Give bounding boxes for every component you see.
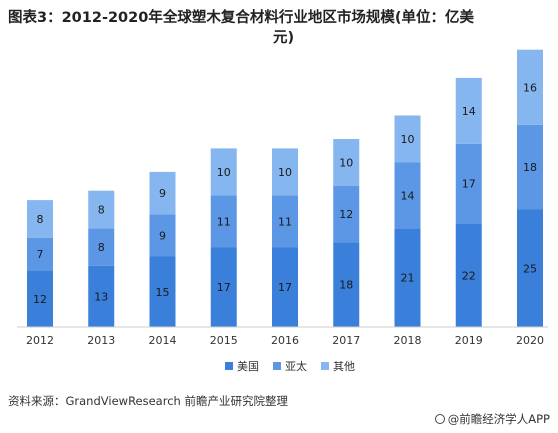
x-tick-label-2018: 2018 <box>394 334 422 347</box>
x-tick-label-2014: 2014 <box>149 334 177 347</box>
data-label-usa-2018: 21 <box>401 272 415 285</box>
data-label-apac-2015: 11 <box>217 215 231 228</box>
data-label-usa-2015: 17 <box>217 281 231 294</box>
brand-watermark: @前瞻经济学人APP <box>434 411 550 427</box>
bar-apac-2013 <box>88 228 115 266</box>
data-label-other-2013: 8 <box>98 204 105 217</box>
data-label-other-2019: 14 <box>462 105 476 118</box>
bar-other-2016 <box>272 148 298 196</box>
data-label-usa-2017: 18 <box>339 279 353 292</box>
bar-apac-2014 <box>149 214 176 257</box>
bar-usa-2015 <box>210 247 237 327</box>
brand-label: @前瞻经济学人APP <box>447 412 550 426</box>
legend-swatch-apac <box>273 362 281 370</box>
bar-other-2013 <box>88 190 115 229</box>
legend-swatch-usa <box>225 362 233 370</box>
data-label-apac-2018: 14 <box>401 189 415 202</box>
bar-usa-2018 <box>394 228 421 327</box>
bar-other-2020 <box>517 49 543 125</box>
legend-item-usa: 美国 <box>225 358 259 374</box>
data-label-other-2018: 10 <box>401 133 415 146</box>
legend-item-apac: 亚太 <box>273 358 307 374</box>
legend-item-other: 其他 <box>321 358 355 374</box>
data-label-other-2017: 10 <box>339 157 353 170</box>
x-tick-label-2016: 2016 <box>271 334 299 347</box>
source-note: 资料来源：GrandViewResearch 前瞻产业研究院整理 <box>8 394 288 408</box>
x-tick-label-2019: 2019 <box>455 334 483 347</box>
bar-apac-2019 <box>455 143 482 224</box>
data-label-apac-2016: 11 <box>278 215 292 228</box>
data-label-other-2020: 16 <box>523 81 537 94</box>
data-label-usa-2013: 13 <box>94 290 108 303</box>
bar-apac-2016 <box>272 195 298 248</box>
data-label-apac-2019: 17 <box>462 178 476 191</box>
data-label-usa-2016: 17 <box>278 281 292 294</box>
bar-usa-2017 <box>333 242 360 327</box>
bar-apac-2020 <box>517 124 543 210</box>
x-tick-label-2017: 2017 <box>332 334 360 347</box>
bar-usa-2020 <box>517 209 543 327</box>
chart-title: 图表3：2012-2020年全球塑木复合材料行业地区市场规模(单位：亿美 元) <box>8 8 548 48</box>
bar-apac-2015 <box>210 195 237 248</box>
bar-other-2019 <box>455 77 482 144</box>
legend-label-usa: 美国 <box>237 360 259 373</box>
x-tick-label-2020: 2020 <box>516 334 544 347</box>
data-label-usa-2020: 25 <box>523 262 537 275</box>
brand-icon <box>434 414 445 424</box>
bar-other-2015 <box>210 148 237 196</box>
x-tick-label-2013: 2013 <box>87 334 115 347</box>
data-label-other-2015: 10 <box>217 166 231 179</box>
legend-label-apac: 亚太 <box>285 360 307 373</box>
bar-apac-2018 <box>394 162 421 229</box>
bar-usa-2013 <box>88 265 115 327</box>
data-label-usa-2019: 22 <box>462 269 476 282</box>
bars-group: 12 7 8 13 8 8 15 9 9 17 11 10 17 11 10 18 12 10 21 14 10 22 17… <box>27 49 543 327</box>
data-label-usa-2012: 12 <box>33 293 47 306</box>
data-label-apac-2013: 8 <box>98 241 105 254</box>
data-label-apac-2012: 7 <box>37 248 44 261</box>
x-tick-label-2012: 2012 <box>26 334 54 347</box>
bar-apac-2017 <box>333 186 360 243</box>
bar-apac-2012 <box>27 237 53 271</box>
x-tick-labels: 2012 2013 2014 2015 2016 2017 2018 2019 2020 <box>26 334 544 347</box>
bar-other-2014 <box>149 171 176 215</box>
data-label-other-2016: 10 <box>278 166 292 179</box>
bar-other-2018 <box>394 115 421 163</box>
legend-label-other: 其他 <box>333 360 355 373</box>
data-label-apac-2020: 18 <box>523 161 537 174</box>
data-label-other-2012: 8 <box>37 213 44 226</box>
legend-swatch-other <box>321 362 329 370</box>
bar-usa-2012 <box>27 270 53 327</box>
chart-title-line1: 图表3：2012-2020年全球塑木复合材料行业地区市场规模(单位：亿美 <box>8 10 474 26</box>
bar-usa-2016 <box>272 247 298 327</box>
data-label-other-2014: 9 <box>159 187 166 200</box>
data-label-apac-2014: 9 <box>159 229 166 242</box>
legend: 美国 亚太 其他 <box>225 358 355 374</box>
bar-other-2012 <box>27 200 53 238</box>
chart-title-line2: 元) <box>273 30 295 46</box>
data-label-apac-2017: 12 <box>339 208 353 221</box>
bar-usa-2014 <box>149 256 176 327</box>
bar-other-2017 <box>333 139 360 186</box>
x-tick-label-2015: 2015 <box>210 334 238 347</box>
bar-usa-2019 <box>455 223 482 327</box>
data-label-usa-2014: 15 <box>156 286 170 299</box>
